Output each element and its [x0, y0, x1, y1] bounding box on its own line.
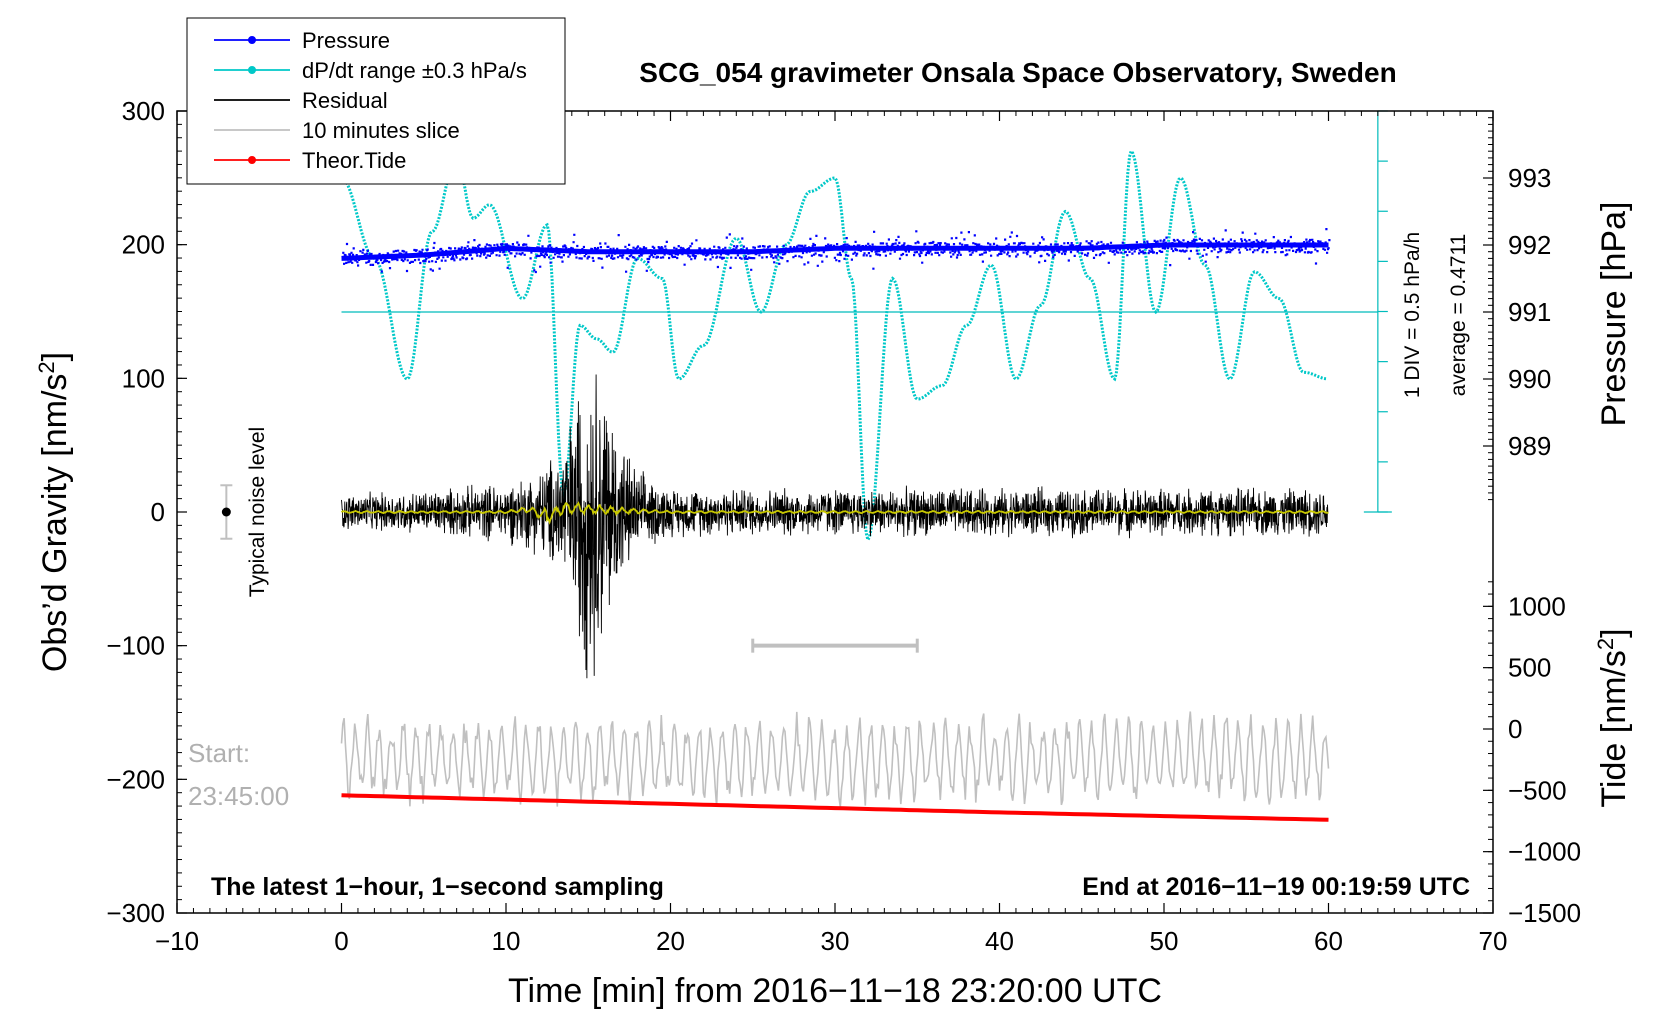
legend-box	[186, 17, 566, 185]
legend-marker	[248, 156, 256, 164]
slice-series-line	[340, 711, 1330, 808]
legend-marker	[248, 36, 256, 44]
legend-label: 10 minutes slice	[302, 118, 460, 143]
x-tick-label: 30	[821, 926, 850, 956]
dpdt-series-line	[341, 148, 1328, 544]
legend-entry: Theor.Tide	[214, 148, 406, 173]
tide-tick-label: −1500	[1508, 898, 1581, 928]
footer-right-label: End at 2016−11−19 00:19:59 UTC	[1082, 873, 1470, 901]
pressure-axis-label: Pressure [hPa]	[1595, 202, 1633, 427]
legend-label: Residual	[302, 88, 388, 113]
x-tick-label: 70	[1479, 926, 1508, 956]
legend-entry: Residual	[214, 88, 388, 113]
x-tick-label: 10	[492, 926, 521, 956]
legend-label: Theor.Tide	[302, 148, 406, 173]
legend-label: dP/dt range ±0.3 hPa/s	[302, 58, 527, 83]
tide-axis-label: Tide [nm/s2]	[1593, 628, 1633, 807]
filtered-residual-series-line	[340, 501, 1329, 525]
noise-level-label: Typical noise level	[246, 427, 269, 597]
tide-axis-label-main: Tide [nm/s	[1595, 650, 1633, 807]
start-time-label: 23:45:00	[188, 781, 289, 811]
tide-axis-label-close: ]	[1595, 628, 1633, 637]
y-tick-label: 300	[122, 96, 165, 126]
legend: Pressure dP/dt range ±0.3 hPa/s Residual 10…	[186, 17, 566, 185]
tide-tick-label: −500	[1508, 775, 1567, 805]
y-tick-label: 100	[122, 363, 165, 393]
legend-entry: 10 minutes slice	[214, 118, 460, 143]
pressure-tick-label: 989	[1508, 431, 1551, 461]
y-tick-label: 200	[122, 230, 165, 260]
y-axis-label-close: ]	[36, 352, 74, 361]
legend-entry: Pressure	[214, 28, 390, 53]
tide-tick-label: 0	[1508, 714, 1522, 744]
axes-layer: −10 0 10 20 30 40 50 60 703002001000−100−200−300…	[106, 96, 1581, 956]
y-axis-label-main: Obs’d Gravity [nm/s	[36, 374, 74, 673]
pressure-series-line	[341, 242, 1329, 261]
x-tick-label: 50	[1150, 926, 1179, 956]
x-tick-label: 20	[656, 926, 685, 956]
pressure-tick-label: 991	[1508, 297, 1551, 327]
y-tick-label: −200	[106, 764, 165, 794]
legend-marker	[248, 66, 256, 74]
pressure-series-points	[341, 228, 1331, 274]
y-tick-label: 0	[151, 497, 165, 527]
y-axis-label-superscript: 2	[34, 361, 59, 373]
tide-series-line	[341, 793, 1329, 822]
series-layer	[220, 110, 1392, 822]
pressure-average-label: average = 0.4711	[1447, 234, 1470, 397]
x-tick-label: 40	[985, 926, 1014, 956]
y-axis-label: Obs’d Gravity [nm/s2]	[34, 352, 74, 672]
pressure-tick-label: 993	[1508, 163, 1551, 193]
legend-entries: Pressure dP/dt range ±0.3 hPa/s Residual 10…	[214, 28, 527, 173]
y-tick-label: −100	[106, 631, 165, 661]
legend-label: Pressure	[302, 28, 390, 53]
start-label: Start:	[188, 738, 250, 768]
tide-tick-label: 500	[1508, 653, 1551, 683]
tide-tick-label: −1000	[1508, 837, 1581, 867]
pressure-div-label: 1 DIV = 0.5 hPa/h	[1401, 232, 1424, 398]
x-tick-label: 0	[334, 926, 348, 956]
legend-entry: dP/dt range ±0.3 hPa/s	[214, 58, 527, 83]
pressure-tick-label: 990	[1508, 364, 1551, 394]
x-axis-label: Time [min] from 2016−11−18 23:20:00 UTC	[508, 972, 1162, 1010]
chart-title: SCG_054 gravimeter Onsala Space Observat…	[639, 57, 1396, 88]
x-tick-label: 60	[1314, 926, 1343, 956]
tide-tick-label: 1000	[1508, 591, 1566, 621]
y-tick-label: −300	[106, 898, 165, 928]
residual-series-line	[341, 374, 1329, 679]
pressure-tick-label: 992	[1508, 230, 1551, 260]
noise-level-point	[221, 507, 231, 517]
footer-left-label: The latest 1−hour, 1−second sampling	[211, 873, 664, 901]
tide-axis-label-superscript: 2	[1593, 638, 1618, 650]
x-tick-label: −10	[155, 926, 199, 956]
